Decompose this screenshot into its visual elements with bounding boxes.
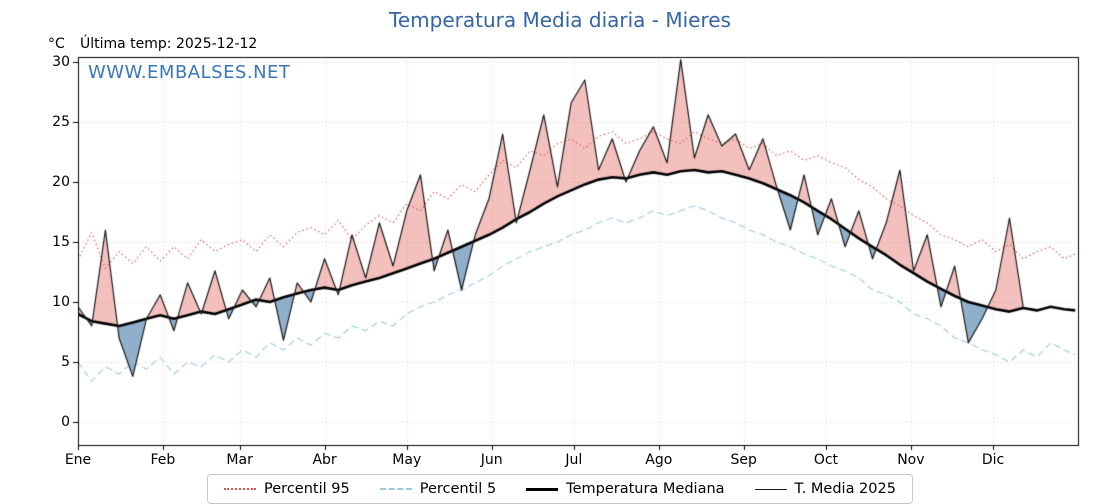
y-tick-label: 0 xyxy=(61,414,70,430)
y-tick-label: 5 xyxy=(61,354,70,370)
y-axis-unit-label: °C xyxy=(48,36,65,52)
x-tick-label: Sep xyxy=(730,452,757,468)
y-tick-label: 20 xyxy=(52,174,70,190)
legend-item: Percentil 95 xyxy=(224,481,350,497)
legend-label: T. Media 2025 xyxy=(794,481,896,497)
x-tick-label: Abr xyxy=(312,452,337,468)
x-tick-label: May xyxy=(392,452,422,468)
legend-line-sample xyxy=(754,488,787,490)
legend: Percentil 95 Percentil 5 Temperatura Media… xyxy=(207,474,913,504)
x-tick-label: Oct xyxy=(813,452,839,468)
y-tick-label: 15 xyxy=(52,234,70,250)
x-tick-label: Jul xyxy=(565,452,583,468)
chart-title: Temperatura Media diaria - Mieres xyxy=(389,8,731,32)
last-temp-label: Última temp: 2025-12-12 xyxy=(80,36,258,52)
x-tick-label: Nov xyxy=(897,452,925,468)
legend-item: Percentil 5 xyxy=(379,481,497,497)
y-tick-label: 30 xyxy=(52,54,70,70)
legend-label: Percentil 95 xyxy=(264,481,350,497)
legend-line-sample xyxy=(379,488,412,490)
x-tick-label: Mar xyxy=(226,452,253,468)
y-tick-label: 25 xyxy=(52,114,70,130)
x-tick-label: Feb xyxy=(150,452,176,468)
x-tick-label: Jun xyxy=(480,452,503,468)
x-tick-label: Ene xyxy=(64,452,92,468)
legend-label: Temperatura Mediana xyxy=(566,481,725,497)
legend-item: Temperatura Mediana xyxy=(526,481,725,497)
y-tick-label: 10 xyxy=(52,294,70,310)
x-tick-label: Ago xyxy=(645,452,673,468)
legend-line-sample xyxy=(224,488,257,490)
legend-item: T. Media 2025 xyxy=(754,481,896,497)
x-tick-label: Dic xyxy=(981,452,1005,468)
legend-label: Percentil 5 xyxy=(419,481,497,497)
watermark: WWW.EMBALSES.NET xyxy=(88,62,291,83)
legend-line-sample xyxy=(526,487,559,491)
